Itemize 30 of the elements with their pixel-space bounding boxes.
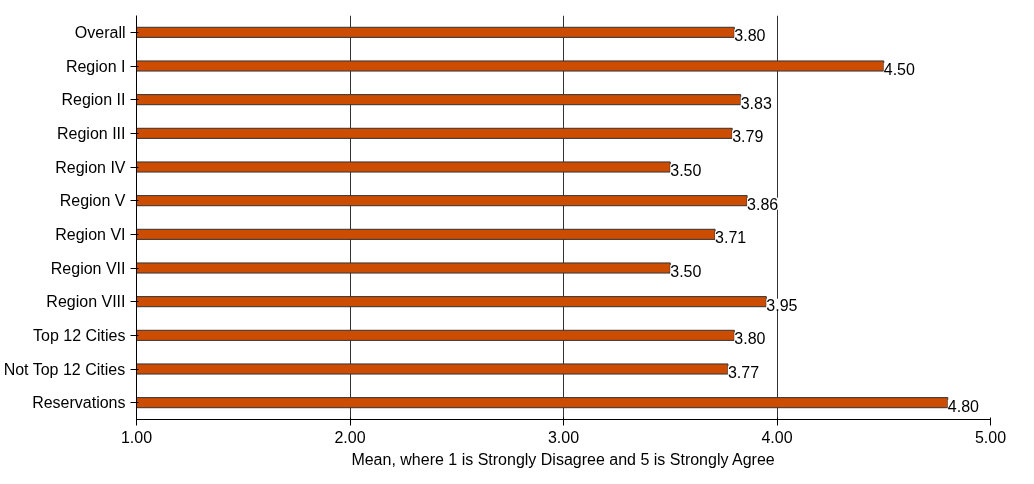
data-label: 3.80: [734, 27, 766, 45]
data-label: 3.77: [727, 364, 760, 381]
data-label: 3.71: [715, 229, 747, 247]
data-label: 3.79: [732, 128, 764, 146]
y-tick-label: Top 12 Cities: [33, 326, 126, 344]
y-tick-label: Region II: [61, 91, 126, 109]
data-label: 3.50: [670, 162, 702, 179]
x-tick-label: 1.00: [120, 428, 153, 446]
data-label: 3.86: [747, 195, 779, 213]
data-label: 3.83: [740, 94, 772, 112]
data-label: 3.50: [670, 263, 702, 280]
y-tick-label: Region I: [65, 57, 126, 75]
x-tick-label: 4.00: [761, 428, 793, 446]
data-label: 4.80: [947, 397, 980, 415]
y-tick-label: Overall: [74, 23, 126, 41]
y-tick-label: Region III: [57, 124, 126, 142]
y-tick-label: Not Top 12 Cities: [3, 360, 126, 378]
data-label: 4.50: [883, 61, 915, 78]
y-tick-label: Region VI: [55, 225, 126, 243]
y-tick-label: Region VII: [50, 259, 126, 277]
y-tick-label: Region V: [59, 192, 126, 210]
y-tick-label: Reservations: [32, 394, 126, 412]
x-axis-title: Mean, where 1 is Strongly Disagree and 5 is Strongly Agree: [351, 450, 775, 468]
x-tick-label: 2.00: [334, 428, 366, 446]
y-tick-label: Region IV: [55, 158, 126, 176]
y-tick-label: Region VIII: [46, 293, 126, 311]
data-label: 3.95: [766, 296, 798, 314]
x-tick-label: 5.00: [974, 428, 1007, 446]
data-label: 3.80: [734, 330, 766, 348]
x-tick-label: 3.00: [547, 428, 580, 446]
